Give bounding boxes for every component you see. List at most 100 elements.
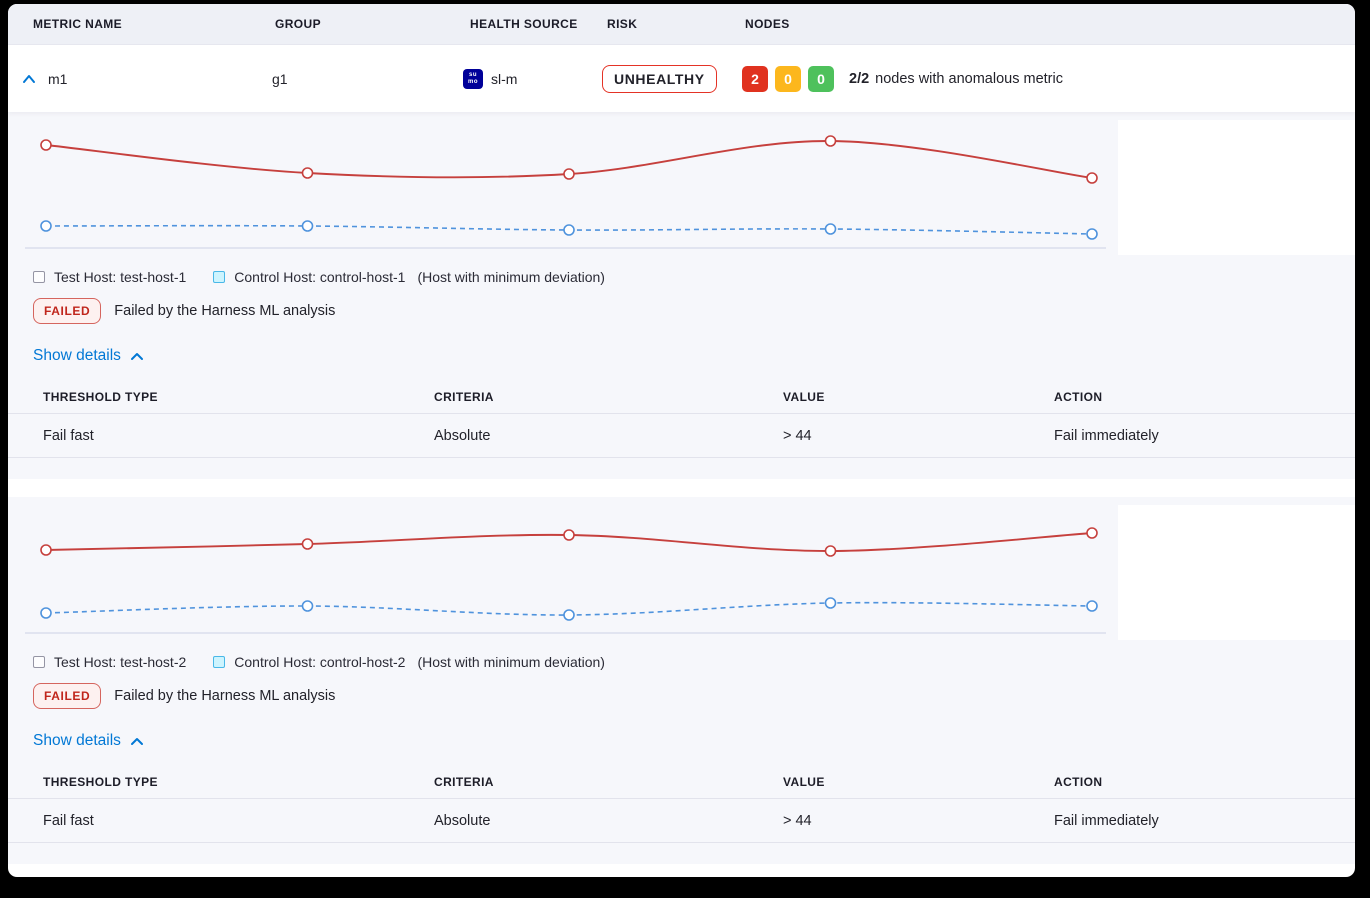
chart-legend: Test Host: test-host-2 Control Host: con… — [33, 654, 1355, 670]
data-point-marker — [824, 545, 837, 557]
nodes-summary: 2/2 nodes with anomalous metric — [849, 71, 1063, 87]
col-threshold-type: THRESHOLD TYPE — [43, 389, 158, 404]
metric-row: m1 g1 su mo sl-m UNHEALTHY 2 0 0 2/2 node… — [8, 45, 1355, 112]
control-host-legend-label[interactable]: Control Host: control-host-2 — [234, 654, 406, 670]
sumo-icon-text-bottom: mo — [468, 78, 478, 85]
data-point-marker — [301, 167, 314, 179]
data-point-marker — [563, 168, 575, 180]
threshold-table-header: THRESHOLD TYPE CRITERIA VALUE ACTION — [8, 380, 1355, 414]
failed-status-badge: FAILED — [33, 683, 102, 709]
data-point-marker — [301, 220, 314, 232]
control-host-legend-swatch[interactable] — [213, 656, 226, 668]
data-point-marker — [1086, 172, 1098, 184]
host-analysis-card-1: Test Host: test-host-1 Control Host: con… — [8, 112, 1355, 479]
value-value: > 44 — [783, 812, 812, 829]
risk-status-badge: UNHEALTHY — [602, 64, 717, 93]
anomalous-nodes-count-badge: 2 — [742, 65, 768, 92]
data-point-marker — [824, 135, 837, 147]
action-value: Fail immediately — [1054, 812, 1159, 829]
col-action: ACTION — [1054, 389, 1103, 404]
column-group: GROUP — [275, 17, 322, 31]
threshold-table: THRESHOLD TYPE CRITERIA VALUE ACTION Fai… — [8, 380, 1355, 458]
minimum-deviation-note: (Host with minimum deviation) — [417, 654, 605, 670]
data-point-marker — [824, 597, 837, 609]
show-details-label: Show details — [33, 347, 121, 364]
chevron-up-icon — [23, 74, 35, 83]
column-nodes: NODES — [745, 17, 790, 31]
data-point-marker — [1086, 600, 1098, 612]
col-action: ACTION — [1054, 774, 1103, 789]
health-source-cell: su mo sl-m — [463, 68, 518, 89]
criteria-value: Absolute — [434, 812, 491, 829]
data-point-marker — [40, 220, 52, 232]
chart-row — [8, 497, 1355, 640]
column-health-source: HEALTH SOURCE — [470, 17, 578, 31]
data-point-marker — [1086, 228, 1098, 240]
col-threshold-type: THRESHOLD TYPE — [43, 774, 158, 789]
col-value: VALUE — [783, 774, 825, 789]
metric-timeseries-chart-2[interactable] — [25, 505, 1118, 640]
host-analysis-card-2: Test Host: test-host-2 Control Host: con… — [8, 497, 1355, 864]
minimum-deviation-note: (Host with minimum deviation) — [417, 269, 605, 285]
analysis-status-row: FAILED Failed by the Harness ML analysis — [33, 683, 1355, 709]
control-host-legend-label[interactable]: Control Host: control-host-1 — [234, 269, 406, 285]
section-divider — [8, 479, 1355, 497]
column-metric-name: METRIC NAME — [33, 17, 123, 31]
sumo-icon-text-top: su — [468, 72, 477, 78]
show-details-toggle[interactable]: Show details — [33, 732, 144, 750]
chevron-up-icon — [130, 737, 143, 745]
value-value: > 44 — [783, 427, 812, 444]
analysis-status-row: FAILED Failed by the Harness ML analysis — [33, 298, 1355, 324]
healthy-nodes-count-badge: 0 — [808, 65, 834, 92]
show-details-label: Show details — [33, 732, 121, 749]
test-host-legend-swatch[interactable] — [33, 271, 45, 283]
data-point-marker — [563, 224, 575, 236]
failed-status-badge: FAILED — [33, 298, 102, 324]
col-value: VALUE — [783, 389, 825, 404]
data-point-marker — [40, 139, 52, 151]
health-source-value: sl-m — [491, 70, 518, 87]
failed-status-message: Failed by the Harness ML analysis — [114, 303, 336, 319]
control-host-legend-swatch[interactable] — [213, 271, 226, 283]
data-point-marker — [301, 600, 314, 612]
collapse-row-button[interactable] — [21, 70, 39, 88]
show-details-toggle[interactable]: Show details — [33, 347, 144, 365]
data-point-marker — [301, 538, 314, 550]
test-host-legend-swatch[interactable] — [33, 656, 45, 668]
metrics-table-header: METRIC NAME GROUP HEALTH SOURCE RISK NOD… — [8, 4, 1355, 45]
data-point-marker — [1086, 527, 1098, 539]
verification-metrics-panel: METRIC NAME GROUP HEALTH SOURCE RISK NOD… — [8, 4, 1355, 877]
nodes-cell: 2 0 0 2/2 nodes with anomalous metric — [742, 65, 1063, 92]
sumo-logic-icon: su mo — [463, 68, 483, 89]
metric-timeseries-chart-1[interactable] — [25, 120, 1118, 255]
data-point-marker — [563, 529, 575, 541]
data-point-marker — [40, 544, 52, 556]
test-host-legend-label[interactable]: Test Host: test-host-1 — [54, 269, 187, 285]
warning-nodes-count-badge: 0 — [775, 65, 801, 92]
threshold-table: THRESHOLD TYPE CRITERIA VALUE ACTION Fai… — [8, 765, 1355, 843]
data-point-marker — [563, 609, 575, 621]
metric-name-value: m1 — [48, 70, 68, 87]
nodes-summary-text: nodes with anomalous metric — [875, 70, 1063, 87]
group-value: g1 — [272, 70, 288, 87]
threshold-table-row: Fail fast Absolute > 44 Fail immediately — [8, 799, 1355, 843]
data-point-marker — [40, 607, 52, 619]
data-point-marker — [824, 223, 837, 235]
chart-legend: Test Host: test-host-1 Control Host: con… — [33, 269, 1355, 285]
column-risk: RISK — [607, 17, 638, 31]
test-host-legend-label[interactable]: Test Host: test-host-2 — [54, 654, 187, 670]
chart-side-panel — [1118, 505, 1355, 640]
chart-side-panel — [1118, 120, 1355, 255]
failed-status-message: Failed by the Harness ML analysis — [114, 688, 336, 704]
action-value: Fail immediately — [1054, 427, 1159, 444]
chevron-up-icon — [130, 352, 143, 360]
threshold-table-header: THRESHOLD TYPE CRITERIA VALUE ACTION — [8, 765, 1355, 799]
col-criteria: CRITERIA — [434, 774, 494, 789]
col-criteria: CRITERIA — [434, 389, 494, 404]
threshold-type-value: Fail fast — [43, 427, 94, 444]
criteria-value: Absolute — [434, 427, 491, 444]
chart-row — [8, 112, 1355, 255]
threshold-type-value: Fail fast — [43, 812, 94, 829]
threshold-table-row: Fail fast Absolute > 44 Fail immediately — [8, 414, 1355, 458]
nodes-ratio: 2/2 — [849, 70, 870, 87]
